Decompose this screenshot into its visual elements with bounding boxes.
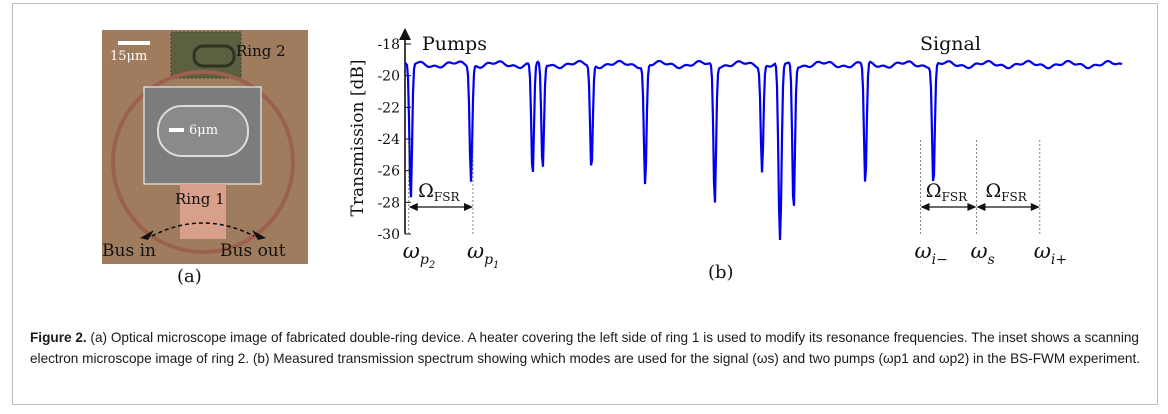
pumps-label: Pumps: [422, 33, 487, 55]
scale-label-large: 15μm: [110, 49, 147, 64]
y-tick-label: -26: [377, 164, 400, 180]
bus-waveguide: [180, 184, 226, 239]
panel-a: 15μm 6μm Ring 2 Ring 1 Bus in Bus out (a…: [102, 30, 308, 287]
y-tick-label: -20: [377, 69, 400, 85]
fsr-arrow-head-right: [1030, 203, 1040, 211]
fsr-arrow-head-left: [976, 203, 986, 211]
panel-b-chart: -18 -20 -22 -24 -26 -28 -30 ΩFSR ΩFSR ΩFSR ωp2 ωp1…: [348, 28, 1123, 283]
ring1-label: Ring 1: [175, 190, 225, 208]
figure-caption: Figure 2. (a) Optical microscope image o…: [30, 327, 1140, 369]
figure-frame: [12, 3, 1158, 405]
caption-text: (a) Optical microscope image of fabricat…: [30, 330, 1140, 366]
bus-path-dashed: [151, 222, 255, 237]
sem-ring2: [157, 105, 249, 157]
panel-a-label: (a): [177, 266, 202, 287]
fsr-label: ΩFSR: [985, 180, 1027, 204]
ring1-outline: [111, 70, 295, 254]
omega-label: ωi−: [915, 239, 948, 268]
omega-label: ωp2: [403, 239, 435, 271]
y-axis-label: Transmission [dB]: [348, 60, 368, 217]
fsr-arrow-head-right: [967, 203, 977, 211]
y-tick-label: -24: [377, 132, 400, 148]
scale-bar-small: [169, 128, 184, 132]
fsr-arrow-head-left: [408, 203, 418, 211]
bus-in-arrow: [140, 230, 154, 240]
y-tick-label: -18: [377, 37, 400, 53]
ring2-label: Ring 2: [236, 42, 286, 60]
fsr-label: ΩFSR: [418, 180, 460, 204]
y-tick-label: -30: [377, 227, 400, 243]
y-axis-arrow: [399, 28, 411, 40]
omega-label: ωs: [970, 239, 994, 268]
bus-out-label: Bus out: [220, 241, 286, 261]
transmission-trace: [404, 59, 1123, 241]
bus-out-arrow: [252, 230, 266, 240]
omega-label: ωp1: [467, 239, 499, 271]
panel-b-label: (b): [708, 262, 734, 283]
fsr-arrow-head-left: [920, 203, 930, 211]
y-tick-label: -28: [377, 195, 400, 211]
scale-bar-large: [118, 41, 150, 45]
signal-label: Signal: [920, 33, 981, 55]
omega-label: ωi+: [1034, 239, 1067, 268]
fsr-label: ΩFSR: [926, 180, 968, 204]
fsr-arrow-head-right: [463, 203, 473, 211]
caption-label: Figure 2.: [30, 330, 87, 345]
ring2-loop: [192, 44, 236, 68]
bus-in-label: Bus in: [102, 241, 156, 261]
y-tick-label: -22: [377, 100, 400, 116]
scale-label-small: 6μm: [189, 123, 218, 138]
